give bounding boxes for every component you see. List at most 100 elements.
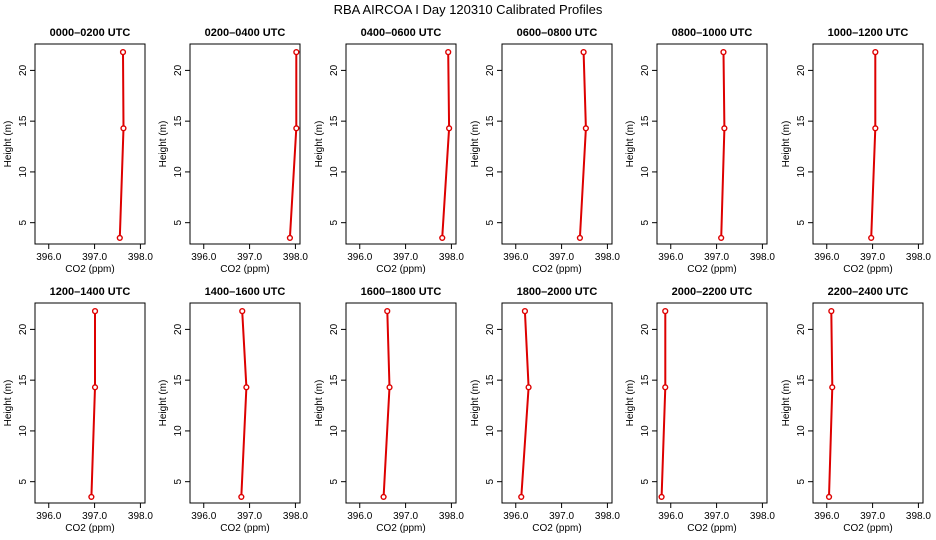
data-point bbox=[825, 493, 833, 501]
plot-frame bbox=[345, 43, 457, 245]
y-tick-label: 15 bbox=[796, 115, 807, 127]
panel-title: 1800–2000 UTC bbox=[517, 286, 598, 298]
panel-title: 0400–0600 UTC bbox=[361, 27, 442, 39]
x-tick-label: 398.0 bbox=[128, 511, 153, 522]
profile-panel: 0200–0400 UTC 396.0 397.0 398.0 5 10 15 20 CO2 (… bbox=[158, 27, 308, 275]
y-tick-label: 15 bbox=[485, 115, 496, 127]
x-tick-label: 397.0 bbox=[549, 252, 574, 263]
x-tick-label: 398.0 bbox=[750, 252, 775, 263]
y-tick-label: 15 bbox=[796, 374, 807, 386]
y-tick-label: 10 bbox=[18, 166, 29, 178]
profile-panel: 1200–1400 UTC 396.0 397.0 398.0 5 10 15 20 CO2 (… bbox=[3, 286, 153, 534]
x-axis-label: CO2 (ppm) bbox=[376, 523, 425, 534]
x-tick-label: 398.0 bbox=[439, 252, 464, 263]
data-point bbox=[872, 49, 879, 56]
x-axis-label: CO2 (ppm) bbox=[532, 264, 581, 275]
data-point bbox=[239, 308, 246, 315]
x-tick-label: 397.0 bbox=[237, 252, 262, 263]
panel-title: 0000–0200 UTC bbox=[50, 27, 131, 39]
x-tick-label: 397.0 bbox=[237, 511, 262, 522]
x-axis-label: CO2 (ppm) bbox=[687, 523, 736, 534]
x-tick-label: 397.0 bbox=[82, 511, 107, 522]
y-tick-label: 5 bbox=[329, 219, 340, 225]
x-tick-label: 398.0 bbox=[128, 252, 153, 263]
x-tick-label: 396.0 bbox=[36, 511, 61, 522]
plot-frame bbox=[501, 302, 613, 504]
profile-line bbox=[720, 52, 726, 238]
data-point bbox=[518, 493, 525, 501]
x-tick-label: 398.0 bbox=[906, 511, 931, 522]
y-tick-label: 15 bbox=[640, 374, 651, 386]
profile-panel: 1000–1200 UTC 396.0 397.0 398.0 5 10 15 20 CO2 (… bbox=[781, 27, 931, 275]
data-point bbox=[91, 308, 99, 315]
x-tick-label: 398.0 bbox=[283, 252, 308, 263]
plot-frame bbox=[656, 302, 768, 504]
y-tick-label: 10 bbox=[485, 166, 496, 178]
y-axis-label: Height (m) bbox=[314, 121, 325, 168]
panel-title: 2200–2400 UTC bbox=[828, 286, 909, 298]
y-axis-label: Height (m) bbox=[470, 121, 481, 168]
y-tick-label: 5 bbox=[640, 219, 651, 225]
figure-title: RBA AIRCOA I Day 120310 Calibrated Profi… bbox=[334, 2, 603, 17]
x-tick-label: 396.0 bbox=[503, 252, 528, 263]
y-tick-label: 10 bbox=[18, 425, 29, 437]
y-tick-label: 5 bbox=[485, 478, 496, 484]
x-tick-label: 397.0 bbox=[860, 252, 885, 263]
y-tick-label: 5 bbox=[796, 478, 807, 484]
x-axis-label: CO2 (ppm) bbox=[65, 264, 114, 275]
x-axis-label: CO2 (ppm) bbox=[532, 523, 581, 534]
x-tick-label: 396.0 bbox=[503, 511, 528, 522]
x-tick-label: 397.0 bbox=[704, 511, 729, 522]
x-tick-label: 398.0 bbox=[595, 252, 620, 263]
y-tick-label: 5 bbox=[796, 219, 807, 225]
data-point bbox=[720, 49, 727, 56]
y-tick-label: 10 bbox=[640, 166, 651, 178]
profile-line bbox=[441, 52, 451, 238]
y-axis-label: Height (m) bbox=[3, 380, 14, 427]
x-tick-label: 396.0 bbox=[191, 252, 216, 263]
y-tick-label: 15 bbox=[173, 374, 184, 386]
x-tick-label: 396.0 bbox=[814, 252, 839, 263]
y-axis-label: Height (m) bbox=[625, 121, 636, 168]
x-axis-label: CO2 (ppm) bbox=[220, 523, 269, 534]
profile-panel: 2200–2400 UTC 396.0 397.0 398.0 5 10 15 20 CO2 (… bbox=[781, 286, 931, 534]
y-tick-label: 10 bbox=[329, 166, 340, 178]
data-point bbox=[238, 493, 245, 501]
x-tick-label: 397.0 bbox=[860, 511, 885, 522]
y-tick-label: 20 bbox=[485, 64, 496, 76]
y-tick-label: 20 bbox=[173, 323, 184, 335]
data-point bbox=[829, 384, 836, 391]
x-tick-label: 397.0 bbox=[82, 252, 107, 263]
data-point bbox=[88, 493, 95, 501]
data-point bbox=[872, 125, 879, 132]
profile-panel: 0000–0200 UTC 396.0 397.0 398.0 5 10 15 20 CO2 (… bbox=[3, 27, 153, 275]
x-tick-label: 396.0 bbox=[658, 252, 683, 263]
x-tick-label: 398.0 bbox=[906, 252, 931, 263]
data-point bbox=[662, 308, 669, 315]
x-tick-label: 396.0 bbox=[814, 511, 839, 522]
data-point bbox=[439, 234, 446, 242]
plot-frame bbox=[656, 43, 768, 245]
profile-panel: 2000–2200 UTC 396.0 397.0 398.0 5 10 15 20 CO2 (… bbox=[625, 286, 775, 534]
profile-panel: 1800–2000 UTC 396.0 397.0 398.0 5 10 15 20 CO2 (… bbox=[470, 286, 620, 534]
plot-frame bbox=[501, 43, 613, 245]
plot-frame bbox=[34, 43, 146, 245]
y-tick-label: 10 bbox=[796, 425, 807, 437]
y-tick-label: 20 bbox=[173, 64, 184, 76]
y-tick-label: 15 bbox=[329, 115, 340, 127]
data-point bbox=[293, 49, 300, 56]
x-tick-label: 396.0 bbox=[36, 252, 61, 263]
profile-panel: 0400–0600 UTC 396.0 397.0 398.0 5 10 15 20 CO2 (… bbox=[314, 27, 464, 275]
data-point bbox=[386, 384, 393, 391]
profile-line bbox=[870, 52, 877, 238]
x-tick-label: 396.0 bbox=[191, 511, 216, 522]
data-point bbox=[868, 234, 875, 242]
x-tick-label: 397.0 bbox=[704, 252, 729, 263]
y-axis-label: Height (m) bbox=[470, 380, 481, 427]
x-axis-label: CO2 (ppm) bbox=[687, 264, 736, 275]
profile-panel: 0800–1000 UTC 396.0 397.0 398.0 5 10 15 20 CO2 (… bbox=[625, 27, 775, 275]
profile-line bbox=[660, 311, 667, 497]
y-tick-label: 10 bbox=[329, 425, 340, 437]
data-point bbox=[384, 308, 391, 315]
